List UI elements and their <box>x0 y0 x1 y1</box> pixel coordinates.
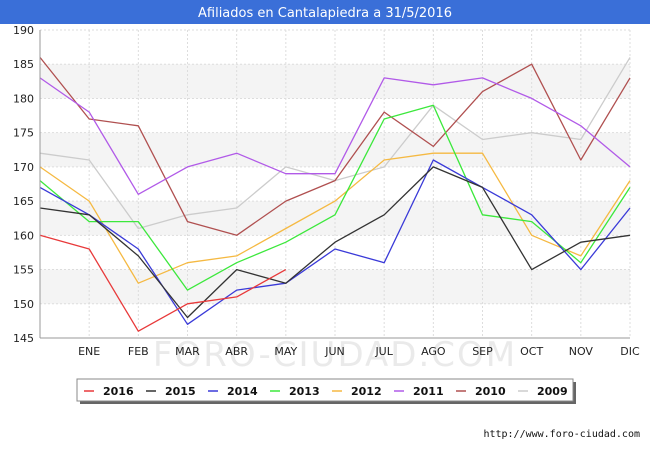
legend-label-2011: 2011 <box>413 385 444 398</box>
series-line-2011 <box>39 77 631 195</box>
chart-title: Afiliados en Cantalapiedra a 31/5/2016 <box>198 6 452 21</box>
legend-frame <box>76 378 574 402</box>
series-line-2015 <box>39 166 631 319</box>
series-line-2013 <box>39 104 631 291</box>
legend-label-2009: 2009 <box>537 385 568 398</box>
y-tick-label: 170 <box>13 161 34 174</box>
y-tick-label: 190 <box>13 24 34 37</box>
x-axis-ticks: ENE FEB MAR ABR MAY JUN JUL AGO SEP OCT NOV DIC <box>78 345 640 358</box>
x-tick-label: NOV <box>569 345 594 358</box>
y-axis-ticks: 145 150 155 160 165 170 175 180 185 190 <box>13 24 34 345</box>
watermark-text: FORO-CIUDAD.COM <box>153 335 517 375</box>
y-tick-label: 155 <box>13 264 34 277</box>
series-line-2014 <box>39 159 631 325</box>
legend-label-2016: 2016 <box>103 385 134 398</box>
x-tick-label: JUL <box>374 345 393 358</box>
x-tick-label: ABR <box>225 345 248 358</box>
legend-label-2013: 2013 <box>289 385 320 398</box>
x-tick-label: OCT <box>520 345 543 358</box>
legend-label-2014: 2014 <box>227 385 258 398</box>
legend-label-2010: 2010 <box>475 385 506 398</box>
y-tick-label: 185 <box>13 58 34 71</box>
gridlines <box>40 29 631 339</box>
x-tick-label: DIC <box>620 345 640 358</box>
series-lines <box>39 56 631 332</box>
legend-label-2015: 2015 <box>165 385 196 398</box>
series-line-2016 <box>39 234 287 332</box>
x-tick-label: AGO <box>421 345 446 358</box>
y-tick-label: 145 <box>13 332 34 345</box>
plot-band <box>40 64 630 99</box>
x-tick-label: JUN <box>324 345 345 358</box>
y-tick-label: 180 <box>13 92 34 105</box>
title-bar <box>0 0 650 24</box>
x-tick-label: MAR <box>175 345 200 358</box>
y-tick-label: 165 <box>13 195 34 208</box>
axes <box>39 30 630 339</box>
x-tick-label: ENE <box>78 345 100 358</box>
y-tick-label: 160 <box>13 229 34 242</box>
x-tick-label: FEB <box>128 345 149 358</box>
plot-band <box>40 132 630 167</box>
series-line-2012 <box>39 152 631 284</box>
y-tick-label: 175 <box>13 127 34 140</box>
x-tick-label: MAY <box>274 345 297 358</box>
legend: 2016 2015 2014 2013 2012 2011 2010 2009 <box>76 378 576 404</box>
legend-label-2012: 2012 <box>351 385 382 398</box>
series-line-2010 <box>39 56 631 236</box>
x-tick-label: SEP <box>472 345 493 358</box>
footer-url: http://www.foro-ciudad.com <box>483 429 640 440</box>
y-tick-label: 150 <box>13 298 34 311</box>
